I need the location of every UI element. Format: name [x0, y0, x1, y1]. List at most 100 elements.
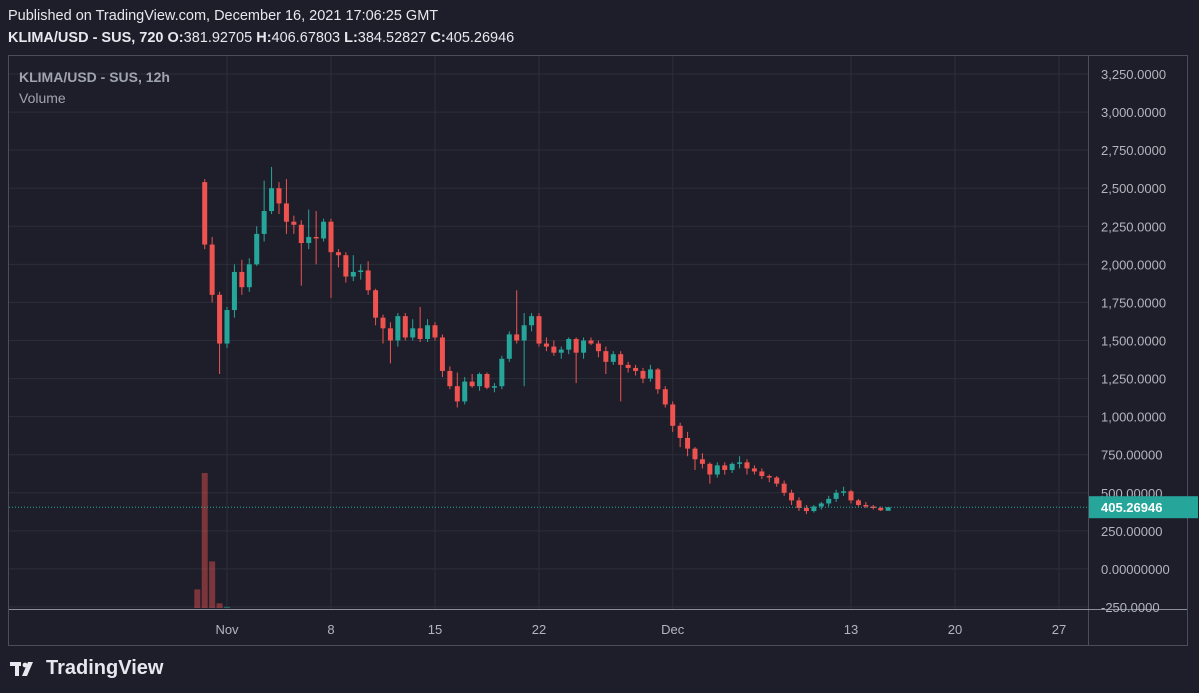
- candle-body[interactable]: [462, 381, 468, 402]
- candle-body[interactable]: [202, 182, 208, 245]
- candle-body[interactable]: [387, 328, 393, 341]
- candle-body[interactable]: [484, 374, 490, 388]
- candle-body[interactable]: [380, 317, 386, 329]
- candle-body[interactable]: [246, 264, 252, 288]
- candle-body[interactable]: [217, 294, 223, 344]
- candle-body[interactable]: [373, 290, 379, 318]
- candle-body[interactable]: [454, 386, 460, 402]
- candle-body[interactable]: [751, 468, 757, 472]
- candle-body[interactable]: [818, 503, 824, 507]
- candle-body[interactable]: [640, 370, 646, 379]
- candle-body[interactable]: [766, 476, 772, 478]
- candle-body[interactable]: [714, 465, 720, 475]
- candle-body[interactable]: [291, 221, 297, 225]
- candle-body[interactable]: [529, 316, 535, 326]
- candle-body[interactable]: [722, 465, 728, 470]
- candle-body[interactable]: [677, 425, 683, 438]
- candle-body[interactable]: [588, 340, 594, 344]
- candle-body[interactable]: [699, 459, 705, 464]
- candle-body[interactable]: [848, 491, 854, 501]
- candle-body[interactable]: [633, 367, 639, 371]
- candle-body[interactable]: [707, 463, 713, 475]
- candle-body[interactable]: [417, 328, 423, 339]
- candle-body[interactable]: [647, 369, 653, 379]
- candle-body[interactable]: [506, 334, 512, 359]
- candle-body[interactable]: [536, 316, 542, 344]
- x-tick-label: 22: [532, 622, 546, 637]
- candle-body[interactable]: [744, 462, 750, 469]
- candle-body[interactable]: [603, 351, 609, 362]
- candle-body[interactable]: [543, 343, 549, 347]
- high-label: H:: [256, 30, 272, 46]
- candle-body[interactable]: [395, 316, 401, 341]
- candle-body[interactable]: [662, 389, 668, 405]
- candle-body[interactable]: [209, 244, 215, 295]
- candle-body[interactable]: [283, 203, 289, 222]
- candle-body[interactable]: [737, 462, 743, 464]
- tradingview-logo[interactable]: TradingView: [10, 657, 163, 680]
- candle-body[interactable]: [447, 370, 453, 387]
- candle-body[interactable]: [826, 498, 832, 504]
- candle-body[interactable]: [328, 221, 334, 253]
- candle-body[interactable]: [803, 508, 809, 512]
- candle-body[interactable]: [335, 252, 341, 256]
- tradingview-logo-icon: [10, 661, 33, 676]
- candle-body[interactable]: [863, 504, 869, 507]
- candle-body[interactable]: [855, 500, 861, 505]
- candle-body[interactable]: [521, 325, 527, 341]
- candle-body[interactable]: [841, 491, 847, 493]
- candle-body[interactable]: [491, 386, 497, 388]
- candle-body[interactable]: [685, 437, 691, 449]
- candle-body[interactable]: [276, 188, 282, 204]
- candle-body[interactable]: [477, 374, 483, 387]
- candle-body[interactable]: [729, 463, 735, 470]
- candle-body[interactable]: [239, 271, 245, 288]
- candle-body[interactable]: [254, 233, 260, 265]
- candle-body[interactable]: [610, 354, 616, 362]
- candle-body[interactable]: [581, 340, 587, 353]
- candle-body[interactable]: [811, 506, 817, 512]
- candle-body[interactable]: [566, 338, 572, 350]
- candle-body[interactable]: [306, 236, 312, 244]
- candle-body[interactable]: [432, 325, 438, 338]
- candle-body[interactable]: [365, 270, 371, 291]
- legend-title: KLIMA/USD - SUS, 12h: [19, 69, 170, 85]
- candle-body[interactable]: [878, 508, 884, 511]
- volume-bar: [216, 603, 223, 608]
- candle-body[interactable]: [655, 369, 661, 390]
- candle-body[interactable]: [670, 404, 676, 426]
- candle-body[interactable]: [261, 211, 267, 234]
- candle-body[interactable]: [759, 471, 765, 477]
- candle-body[interactable]: [410, 328, 416, 338]
- candle-body[interactable]: [558, 349, 564, 353]
- candle-body[interactable]: [692, 448, 698, 460]
- candle-body[interactable]: [358, 270, 364, 272]
- candle-body[interactable]: [885, 507, 891, 511]
- candle-body[interactable]: [774, 477, 780, 484]
- candle-body[interactable]: [551, 346, 557, 353]
- candle-body[interactable]: [313, 236, 319, 239]
- candle-body[interactable]: [321, 221, 327, 239]
- candle-body[interactable]: [402, 316, 408, 338]
- candle-body[interactable]: [625, 364, 631, 368]
- candle-body[interactable]: [595, 343, 601, 352]
- candle-body[interactable]: [231, 271, 237, 311]
- candle-body[interactable]: [343, 255, 349, 277]
- candle-body[interactable]: [439, 337, 445, 371]
- candle-body[interactable]: [796, 500, 802, 509]
- candle-body[interactable]: [269, 188, 275, 212]
- candle-body[interactable]: [514, 334, 520, 341]
- volume-bar: [224, 606, 230, 608]
- candle-body[interactable]: [469, 381, 475, 387]
- candle-body[interactable]: [573, 338, 579, 353]
- candle-body[interactable]: [789, 492, 795, 501]
- candle-body[interactable]: [499, 358, 505, 387]
- candle-body[interactable]: [425, 325, 431, 339]
- candle-body[interactable]: [350, 271, 356, 277]
- candle-body[interactable]: [781, 483, 787, 493]
- candle-body[interactable]: [833, 492, 839, 499]
- candle-body[interactable]: [224, 310, 230, 344]
- candle-body[interactable]: [298, 224, 304, 244]
- candle-body[interactable]: [618, 354, 624, 365]
